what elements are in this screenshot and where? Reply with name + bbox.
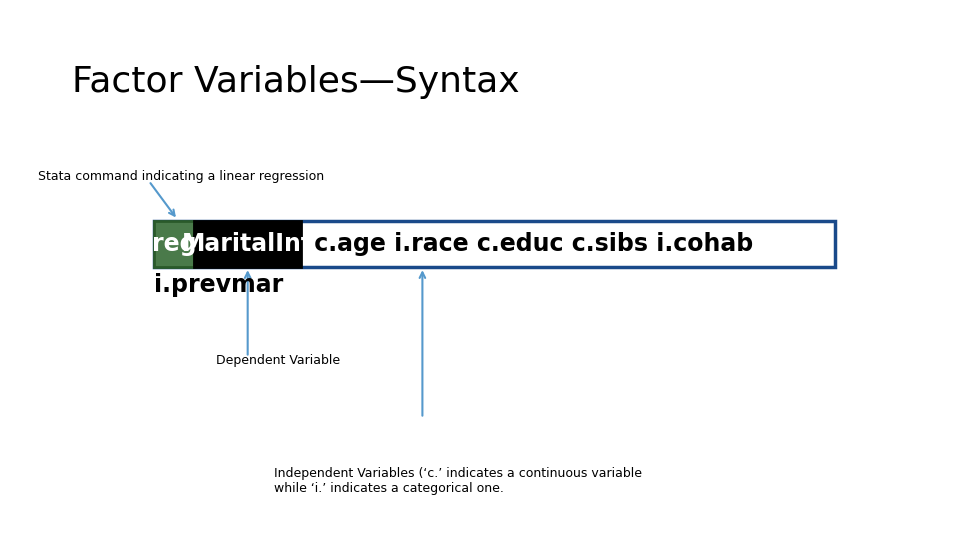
Text: Factor Variables—Syntax: Factor Variables—Syntax [72,65,519,99]
Text: i.prevmar: i.prevmar [154,273,283,296]
Text: Independent Variables (‘c.’ indicates a continuous variable
while ‘i.’ indicates: Independent Variables (‘c.’ indicates a … [274,467,641,495]
Text: c.age i.race c.educ c.sibs i.cohab: c.age i.race c.educ c.sibs i.cohab [306,232,754,256]
Text: Dependent Variable: Dependent Variable [216,354,340,367]
Text: reg: reg [152,232,196,256]
Text: Stata command indicating a linear regression: Stata command indicating a linear regres… [38,170,324,183]
FancyBboxPatch shape [154,221,194,267]
Text: MaritalInt: MaritalInt [182,232,313,256]
FancyBboxPatch shape [194,221,301,267]
FancyBboxPatch shape [154,221,835,267]
